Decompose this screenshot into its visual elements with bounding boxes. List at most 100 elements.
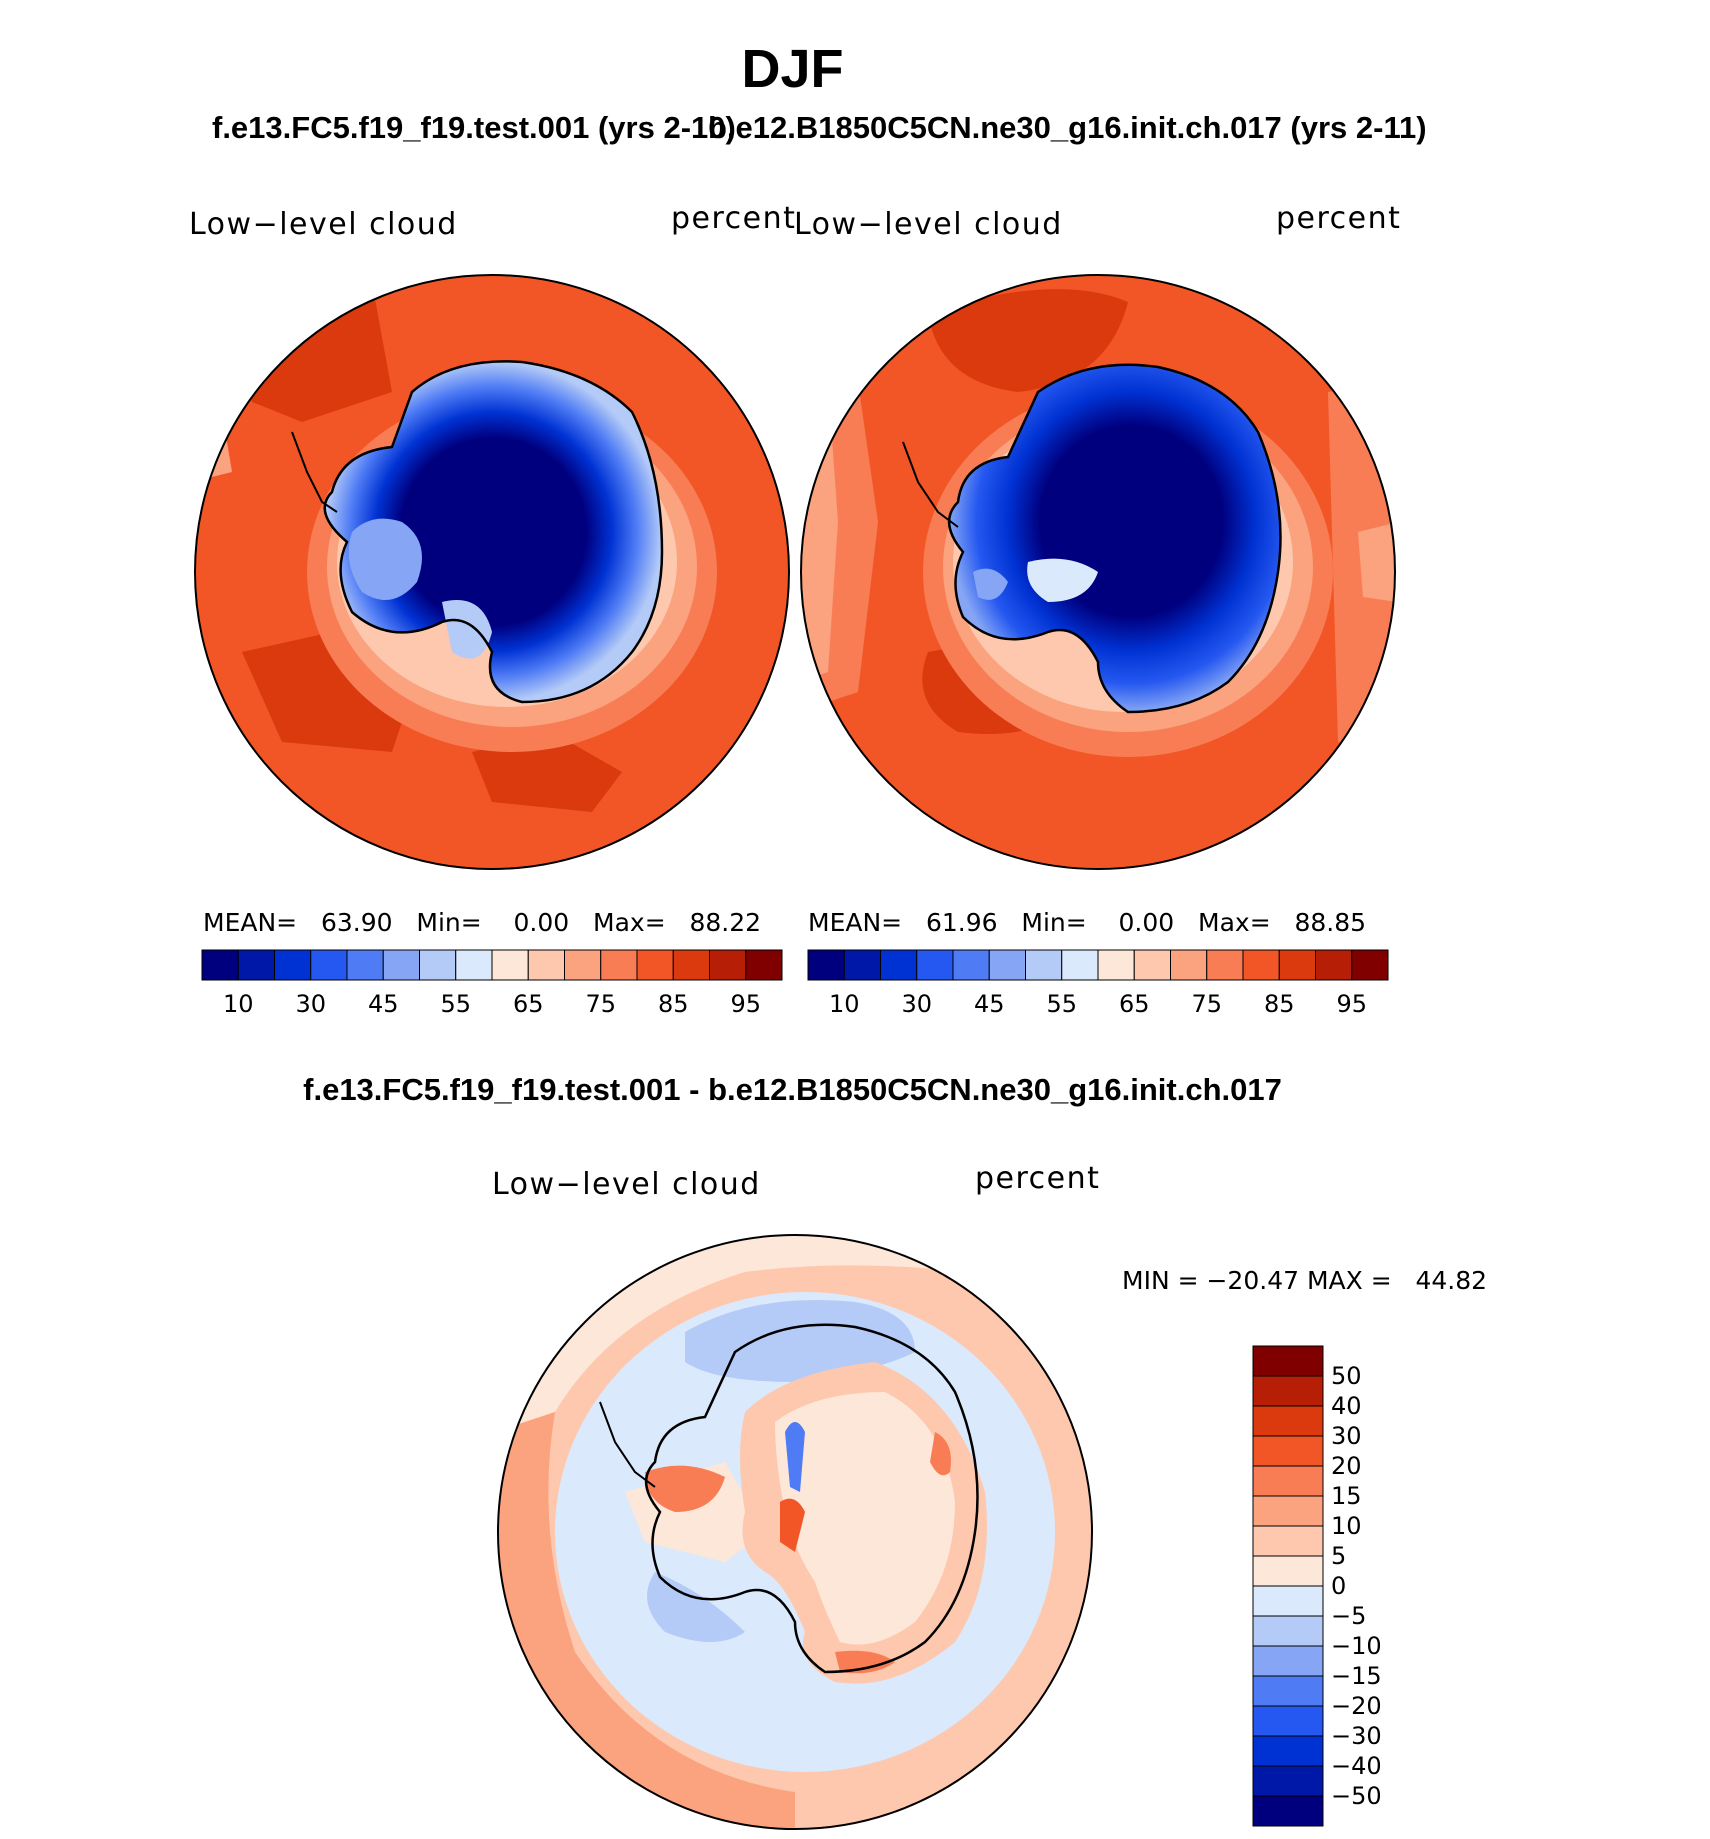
top-right-colorbar-box bbox=[1133, 949, 1171, 981]
top-left-colorbar-box bbox=[527, 949, 565, 981]
bottom-colorbar-box bbox=[1252, 1405, 1324, 1437]
top-right-colorbar-box bbox=[1061, 949, 1099, 981]
top-right-colorbar-tick-label: 55 bbox=[1046, 990, 1078, 1018]
bottom-colorbar-tick-label: −10 bbox=[1331, 1632, 1382, 1660]
bottom-colorbar-box bbox=[1252, 1765, 1324, 1797]
bottom-colorbar-box bbox=[1252, 1645, 1324, 1677]
top-left-mean-label: MEAN= bbox=[203, 908, 298, 937]
top-left-variable-label: Low−level cloud bbox=[189, 207, 458, 242]
bottom-colorbar-tick-label: 10 bbox=[1331, 1512, 1362, 1540]
bottom-colorbar-box bbox=[1252, 1705, 1324, 1737]
top-right-colorbar-box bbox=[880, 949, 918, 981]
top-left-colorbar-box bbox=[310, 949, 348, 981]
top-left-colorbar-box bbox=[237, 949, 275, 981]
top-right-variable-label: Low−level cloud bbox=[794, 207, 1063, 242]
top-right-colorbar-box bbox=[916, 949, 954, 981]
top-left-colorbar-tick-label: 55 bbox=[440, 990, 472, 1018]
top-left-case-title: f.e13.FC5.f19_f19.test.001 (yrs 2-10) bbox=[212, 110, 736, 145]
page-title: DJF bbox=[741, 39, 844, 99]
bottom-colorbar-box bbox=[1252, 1735, 1324, 1767]
top-left-min-label: Min= bbox=[416, 908, 482, 937]
top-right-colorbar-ticks: 10 30 45 55 65 75 85 95 bbox=[808, 990, 1388, 1022]
bottom-colorbar-box bbox=[1252, 1495, 1324, 1527]
bottom-units-label: percent bbox=[975, 1161, 1101, 1196]
top-left-stats: MEAN= 63.90 Min= 0.00 Max= 88.22 bbox=[203, 908, 761, 937]
top-left-colorbar-box bbox=[636, 949, 674, 981]
top-left-colorbar-box bbox=[274, 949, 312, 981]
top-left-colorbar-box bbox=[491, 949, 529, 981]
bottom-colorbar-tick-label: −40 bbox=[1331, 1752, 1382, 1780]
bottom-colorbar-tick-label: −30 bbox=[1331, 1722, 1382, 1750]
top-right-mean-label: MEAN= bbox=[808, 908, 903, 937]
bottom-colorbar-tick-label: 50 bbox=[1331, 1362, 1362, 1390]
bottom-colorbar-box bbox=[1252, 1525, 1324, 1557]
bottom-colorbar-box bbox=[1252, 1375, 1324, 1407]
top-right-colorbar-tick-label: 95 bbox=[1336, 990, 1368, 1018]
top-left-colorbar-tick-label: 65 bbox=[512, 990, 544, 1018]
top-left-map bbox=[194, 274, 790, 870]
bottom-colorbar-tick-label: −5 bbox=[1331, 1602, 1367, 1630]
bottom-colorbar-box bbox=[1252, 1435, 1324, 1467]
top-left-colorbar-tick-label: 75 bbox=[585, 990, 617, 1018]
bottom-minmax-stats: MIN = −20.47 MAX = 44.82 bbox=[1122, 1266, 1488, 1295]
top-right-colorbar-box bbox=[952, 949, 990, 981]
top-right-colorbar-tick-label: 10 bbox=[828, 990, 860, 1018]
top-left-colorbar-box bbox=[346, 949, 384, 981]
bottom-colorbar-tick-label: 0 bbox=[1331, 1572, 1347, 1600]
top-left-colorbar-tick-label: 30 bbox=[295, 990, 327, 1018]
top-right-max-value: 88.85 bbox=[1294, 908, 1367, 937]
top-right-colorbar-tick-label: 30 bbox=[901, 990, 933, 1018]
bottom-colorbar-tick-label: 20 bbox=[1331, 1452, 1362, 1480]
top-right-min-label: Min= bbox=[1021, 908, 1087, 937]
top-left-colorbar-box bbox=[600, 949, 638, 981]
bottom-case-title: f.e13.FC5.f19_f19.test.001 - b.e12.B1850… bbox=[303, 1072, 1282, 1107]
top-right-colorbar-box bbox=[1315, 949, 1353, 981]
top-left-colorbar-box bbox=[745, 949, 783, 981]
bottom-colorbar-tick-label: −15 bbox=[1331, 1662, 1382, 1690]
top-left-colorbar-tick-label: 85 bbox=[657, 990, 689, 1018]
top-left-colorbar-box bbox=[672, 949, 710, 981]
top-right-colorbar-box bbox=[1242, 949, 1280, 981]
top-right-case-title: b.e12.B1850C5CN.ne30_g16.init.ch.017 (yr… bbox=[708, 110, 1427, 145]
bottom-colorbar-tick-label: 5 bbox=[1331, 1542, 1347, 1570]
top-left-colorbar-tick-label: 10 bbox=[222, 990, 254, 1018]
top-left-colorbar-box bbox=[455, 949, 493, 981]
top-right-colorbar-box bbox=[1097, 949, 1135, 981]
top-right-colorbar-box bbox=[1206, 949, 1244, 981]
top-right-colorbar-box bbox=[1025, 949, 1063, 981]
top-left-min-value: 0.00 bbox=[513, 908, 570, 937]
top-right-colorbar-box bbox=[1351, 949, 1389, 981]
bottom-difference-map bbox=[497, 1234, 1093, 1830]
bottom-colorbar-tick-label: 40 bbox=[1331, 1392, 1362, 1420]
top-right-units-label: percent bbox=[1276, 201, 1402, 236]
top-right-colorbar-box bbox=[1170, 949, 1208, 981]
top-right-colorbar bbox=[807, 949, 1389, 981]
top-right-colorbar-box bbox=[843, 949, 881, 981]
top-left-mean-value: 63.90 bbox=[320, 908, 393, 937]
bottom-colorbar-tick-label: −50 bbox=[1331, 1782, 1382, 1810]
top-left-units-label: percent bbox=[671, 201, 797, 236]
top-left-colorbar bbox=[201, 949, 783, 981]
top-right-colorbar-tick-label: 85 bbox=[1263, 990, 1295, 1018]
top-left-colorbar-box bbox=[564, 949, 602, 981]
top-right-stats: MEAN= 61.96 Min= 0.00 Max= 88.85 bbox=[808, 908, 1366, 937]
top-right-colorbar-tick-label: 45 bbox=[973, 990, 1005, 1018]
top-left-colorbar-tick-label: 95 bbox=[730, 990, 762, 1018]
bottom-colorbar-box bbox=[1252, 1615, 1324, 1647]
top-right-max-label: Max= bbox=[1198, 908, 1271, 937]
bottom-colorbar-ticks: 50 40 30 20 15 10 5 0 −5 −10 −15 −20 −30 −40 −50 bbox=[1331, 1346, 1451, 1826]
bottom-colorbar-box bbox=[1252, 1465, 1324, 1497]
top-right-map bbox=[800, 274, 1396, 870]
bottom-colorbar-tick-label: 30 bbox=[1331, 1422, 1362, 1450]
top-right-colorbar-box bbox=[1278, 949, 1316, 981]
top-left-max-label: Max= bbox=[593, 908, 666, 937]
top-left-colorbar-ticks: 10 30 45 55 65 75 85 95 bbox=[202, 990, 782, 1022]
top-right-colorbar-tick-label: 75 bbox=[1191, 990, 1223, 1018]
top-right-colorbar-box bbox=[988, 949, 1026, 981]
top-left-max-value: 88.22 bbox=[689, 908, 762, 937]
top-left-colorbar-box bbox=[419, 949, 457, 981]
top-right-colorbar-tick-label: 65 bbox=[1118, 990, 1150, 1018]
bottom-colorbar-box bbox=[1252, 1345, 1324, 1377]
top-left-colorbar-box bbox=[201, 949, 239, 981]
bottom-colorbar-box bbox=[1252, 1555, 1324, 1587]
